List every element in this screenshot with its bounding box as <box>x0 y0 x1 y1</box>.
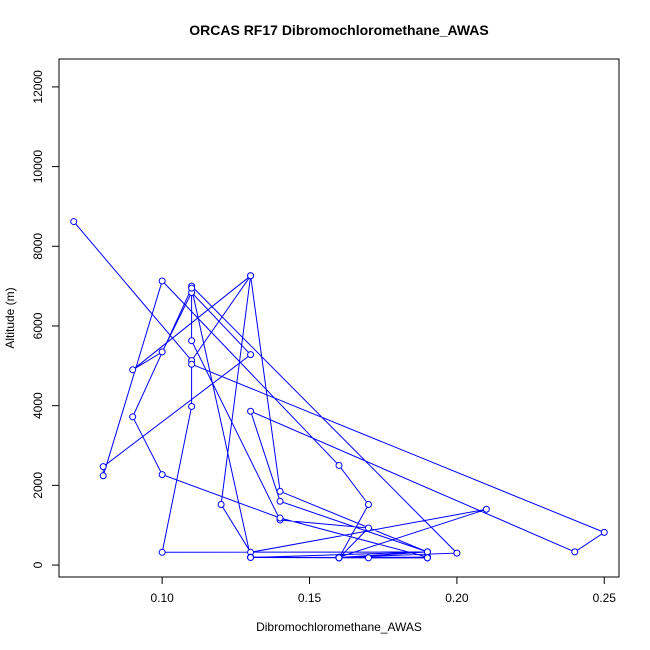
data-point <box>335 461 343 469</box>
data-point <box>276 487 284 495</box>
y-tick-label: 10000 <box>31 150 45 184</box>
data-point <box>188 360 196 368</box>
data-point <box>276 497 284 505</box>
x-tick-label: 0.20 <box>445 591 469 605</box>
data-point <box>99 463 107 471</box>
y-tick-label: 12000 <box>31 70 45 104</box>
data-point <box>158 277 166 285</box>
series-layer <box>70 218 608 562</box>
data-point <box>188 337 196 345</box>
y-tick-label: 8000 <box>31 233 45 260</box>
y-axis: 0 2000 4000 6000 8000 10000 12000 <box>31 70 60 568</box>
data-point <box>70 218 78 226</box>
data-point <box>188 402 196 410</box>
x-tick-label: 0.15 <box>298 591 322 605</box>
x-tick-label: 0.10 <box>150 591 174 605</box>
data-point <box>276 514 284 522</box>
data-point <box>423 554 431 562</box>
data-point <box>364 554 372 562</box>
y-axis-label: Altitude (m) <box>3 287 17 348</box>
data-point <box>482 505 490 513</box>
y-tick-label: 6000 <box>31 312 45 339</box>
data-point <box>571 548 579 556</box>
data-point <box>217 500 225 508</box>
data-point <box>158 471 166 479</box>
y-tick-label: 2000 <box>31 472 45 499</box>
data-point <box>335 554 343 562</box>
data-point <box>247 351 255 359</box>
x-axis-label: Dibromochloromethane_AWAS <box>256 620 422 634</box>
data-point <box>247 272 255 280</box>
series-line <box>73 221 606 559</box>
data-point <box>129 413 137 421</box>
data-point <box>453 549 461 557</box>
plot-area-frame <box>58 58 620 578</box>
y-tick-label: 4000 <box>31 392 45 419</box>
data-point <box>247 553 255 561</box>
data-point <box>129 366 137 374</box>
data-point <box>99 472 107 480</box>
y-tick-label: 0 <box>31 561 45 568</box>
data-point <box>188 284 196 292</box>
x-tick-label: 0.25 <box>593 591 617 605</box>
chart-title: ORCAS RF17 Dibromochloromethane_AWAS <box>189 22 489 38</box>
data-point <box>423 548 431 556</box>
data-point <box>158 348 166 356</box>
data-point <box>600 528 608 536</box>
data-point <box>364 500 372 508</box>
data-point <box>364 524 372 532</box>
x-axis: 0.10 0.15 0.20 0.25 <box>150 576 617 605</box>
data-point <box>158 548 166 556</box>
data-point <box>247 407 255 415</box>
